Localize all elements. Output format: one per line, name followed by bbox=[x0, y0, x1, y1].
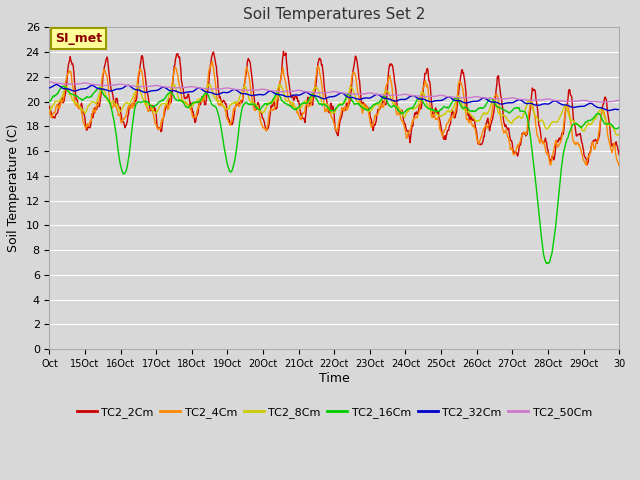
Y-axis label: Soil Temperature (C): Soil Temperature (C) bbox=[7, 124, 20, 252]
Title: Soil Temperatures Set 2: Soil Temperatures Set 2 bbox=[243, 7, 426, 22]
X-axis label: Time: Time bbox=[319, 372, 349, 384]
Legend: TC2_2Cm, TC2_4Cm, TC2_8Cm, TC2_16Cm, TC2_32Cm, TC2_50Cm: TC2_2Cm, TC2_4Cm, TC2_8Cm, TC2_16Cm, TC2… bbox=[72, 403, 596, 423]
Text: SI_met: SI_met bbox=[55, 32, 102, 45]
